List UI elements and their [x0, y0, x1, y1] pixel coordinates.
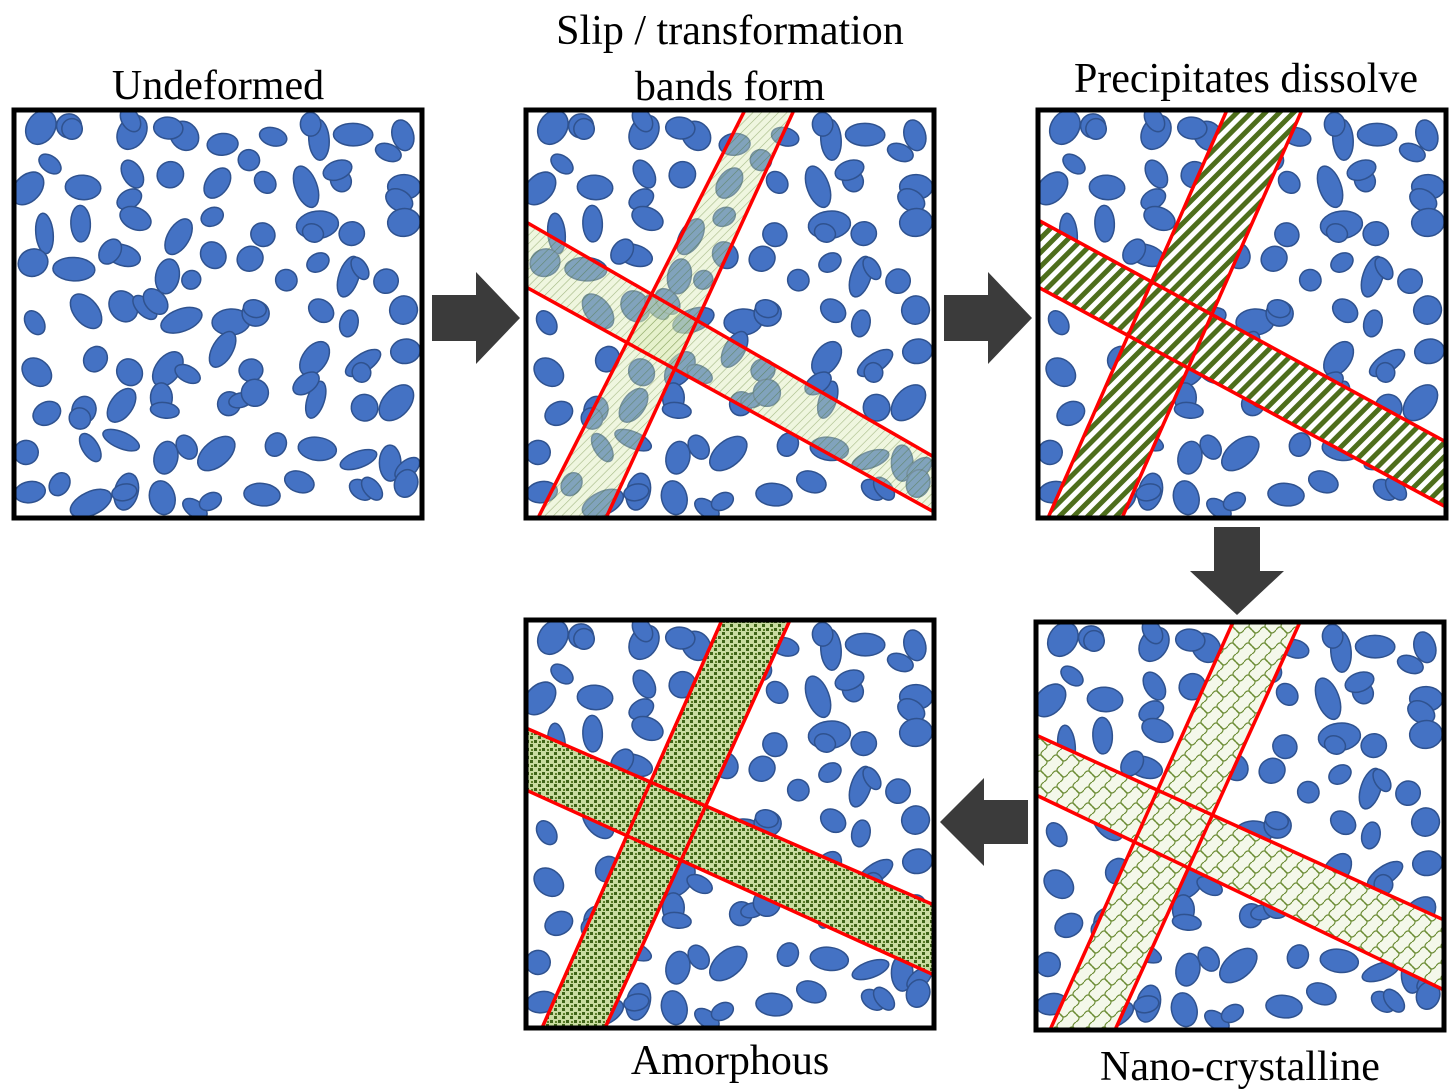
grain [1085, 118, 1107, 140]
diagram: Undeformed Slip / transformation bands for… [0, 0, 1455, 1089]
arrow-right [432, 272, 520, 364]
grain [845, 633, 885, 656]
grain [1094, 205, 1115, 242]
grain [812, 622, 834, 647]
panel-label: Slip / transformation [556, 8, 904, 54]
arrow-right [944, 272, 1032, 364]
grain [300, 112, 322, 137]
grain [1092, 717, 1113, 754]
panel [506, 90, 954, 538]
grain [61, 118, 83, 140]
panel [5, 104, 423, 523]
grain [1357, 123, 1397, 146]
arrow-left [940, 778, 1028, 866]
grain [1355, 635, 1395, 658]
panel-label: Amorphous [631, 1038, 829, 1084]
grain [70, 205, 91, 242]
grain [1324, 112, 1346, 137]
grain [812, 112, 834, 137]
arrow-down [1190, 527, 1284, 615]
panel [1016, 602, 1455, 1050]
panel [1018, 90, 1455, 538]
grain [573, 628, 595, 650]
panel-label: bands form [635, 64, 825, 110]
grain [845, 123, 885, 146]
panel-label: Undeformed [112, 63, 324, 109]
panel [506, 600, 954, 1048]
panel-label: Precipitates dissolve [1074, 56, 1418, 102]
grain [582, 205, 603, 242]
panel-label: Nano-crystalline [1100, 1044, 1380, 1089]
grain [333, 123, 373, 146]
grain [1083, 630, 1105, 652]
grain [582, 715, 603, 752]
grain [1322, 624, 1344, 649]
grain [573, 118, 595, 140]
